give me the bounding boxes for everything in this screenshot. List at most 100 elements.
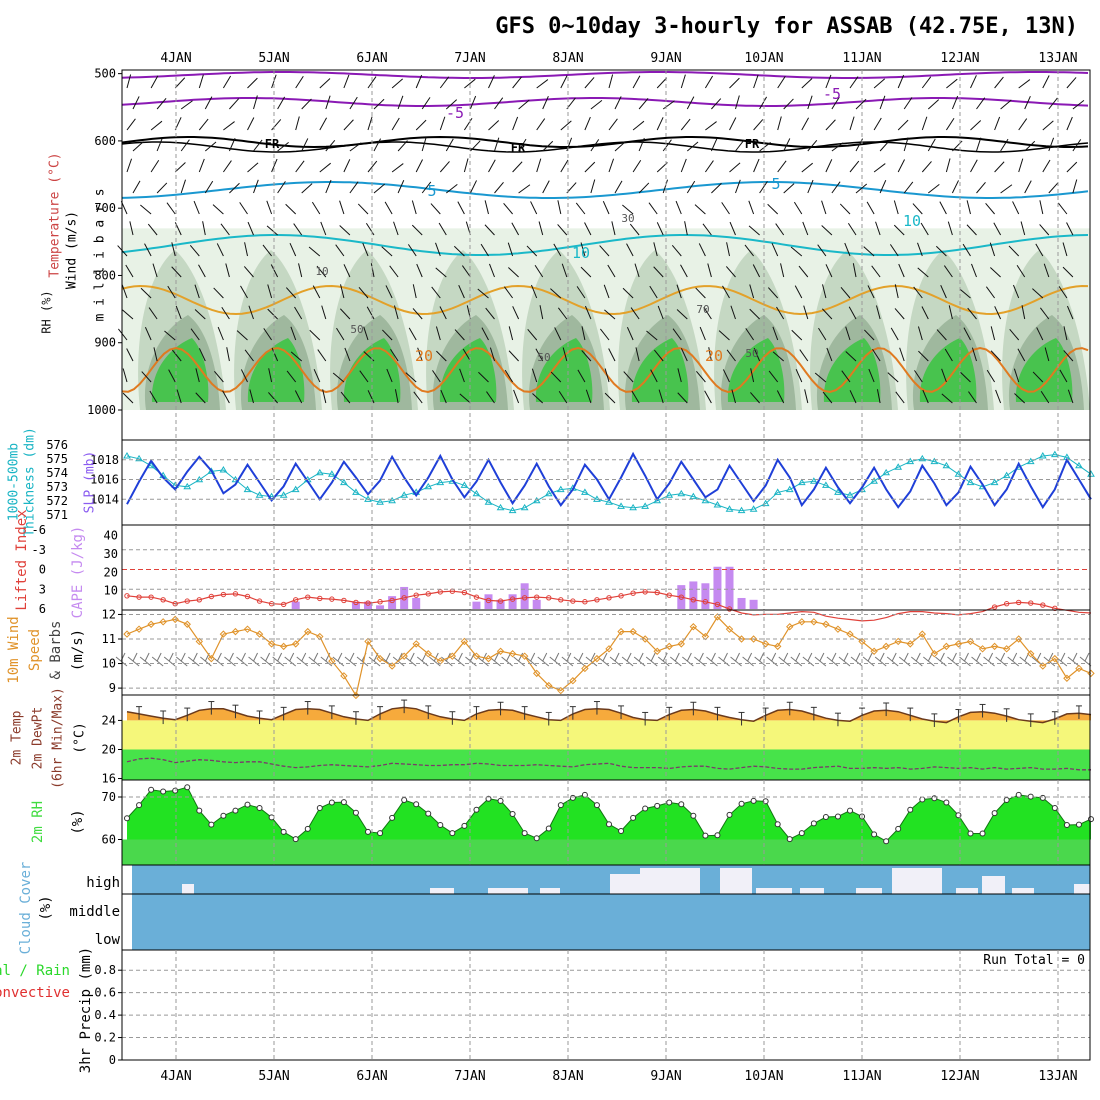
wind-barb bbox=[897, 119, 909, 131]
wind-barb bbox=[584, 77, 595, 89]
wind-barb bbox=[440, 389, 447, 404]
wind-barb bbox=[990, 267, 1001, 278]
wind-barb bbox=[212, 204, 224, 215]
wind-speed-point bbox=[737, 635, 746, 643]
wind-barb bbox=[413, 391, 423, 404]
wind-label-barbs: & Barbs bbox=[48, 620, 64, 679]
wind-barb-10m bbox=[441, 656, 453, 667]
wind-barb bbox=[849, 76, 859, 89]
isotherm-label: FR bbox=[265, 137, 280, 151]
wind-barb-10m-flag bbox=[903, 652, 909, 662]
rh-point bbox=[907, 806, 914, 813]
thickness-point bbox=[629, 503, 637, 511]
wind-barb-10m bbox=[814, 656, 827, 667]
wind-barb-10m-flag bbox=[409, 652, 415, 662]
wind-barb bbox=[960, 371, 971, 383]
wind-barb bbox=[531, 368, 538, 383]
wind-speed-point bbox=[629, 627, 637, 636]
wind-barb bbox=[301, 98, 312, 110]
wind-barb bbox=[831, 142, 844, 152]
precip-tick-label: 0.6 bbox=[94, 986, 116, 1000]
li-point bbox=[570, 598, 576, 604]
wind-barb bbox=[240, 369, 248, 383]
rh-point bbox=[437, 822, 444, 829]
li-point bbox=[1003, 601, 1010, 607]
rh-point bbox=[244, 801, 251, 808]
isotherm-10 bbox=[121, 234, 1089, 256]
li-point bbox=[124, 593, 130, 599]
wind-barb bbox=[222, 160, 232, 173]
wind-barb bbox=[126, 348, 134, 362]
wind-barb bbox=[405, 372, 417, 383]
wind-barb bbox=[1066, 116, 1073, 131]
wind-speed-point bbox=[725, 625, 734, 633]
wind-barb bbox=[270, 264, 279, 278]
isotherm-label: -5 bbox=[823, 85, 841, 103]
wind-barb bbox=[921, 116, 928, 131]
wind-barb bbox=[927, 99, 940, 110]
li-tick-label: 3 bbox=[39, 582, 46, 596]
wind-barb bbox=[126, 118, 136, 131]
wind-barb bbox=[825, 159, 833, 173]
wind-barb bbox=[604, 309, 616, 320]
wind-barb bbox=[244, 242, 248, 257]
thickness-point bbox=[207, 467, 216, 474]
wind-barb bbox=[604, 392, 616, 404]
wind-barb-10m-flag bbox=[614, 652, 620, 662]
wind-speed-point bbox=[400, 652, 408, 660]
wind-barb bbox=[873, 78, 885, 89]
wind-barb bbox=[1024, 96, 1031, 110]
wind-barb-10m-flag bbox=[337, 652, 343, 662]
wind-barb bbox=[558, 390, 568, 404]
wind-barb bbox=[695, 287, 706, 299]
wind-speed-point bbox=[448, 652, 457, 660]
wind-barb bbox=[941, 368, 947, 383]
date-label-top: 12JAN bbox=[940, 51, 979, 66]
wind-barb bbox=[494, 137, 500, 152]
wind-barb-10m-flag bbox=[192, 652, 198, 662]
wind-barb-10m bbox=[296, 656, 309, 667]
wind-barb-10m-flag bbox=[771, 652, 777, 662]
rh-point bbox=[184, 784, 191, 791]
li-point bbox=[160, 597, 166, 603]
wind-barb bbox=[431, 286, 441, 299]
wind-barb bbox=[503, 286, 514, 299]
wind-speed-point bbox=[810, 618, 818, 626]
wind-barb bbox=[646, 330, 658, 341]
wind-speed-point bbox=[665, 642, 673, 651]
wind-barb bbox=[411, 224, 423, 236]
wind-barb-10m bbox=[609, 656, 622, 667]
wind-speed-point bbox=[1014, 635, 1023, 643]
wind-barb bbox=[963, 327, 971, 341]
wind-barb bbox=[1017, 348, 1026, 362]
rh-point bbox=[810, 820, 817, 827]
wind-barb bbox=[367, 160, 378, 173]
wind-barb-10m bbox=[513, 656, 525, 667]
rh-contour-label: 70 bbox=[696, 303, 709, 316]
wind-barb bbox=[897, 159, 906, 173]
wind-barb-10m-flag bbox=[747, 652, 753, 662]
wind-barb-10m bbox=[224, 656, 236, 667]
wind-barb bbox=[768, 370, 779, 383]
wind-barb bbox=[750, 368, 755, 383]
wind-barb bbox=[614, 96, 622, 110]
wind-barb bbox=[603, 284, 610, 299]
wind-barb-10m-flag bbox=[638, 652, 644, 662]
wind-barb bbox=[503, 202, 513, 215]
wind-barb bbox=[339, 225, 351, 236]
wind-barb-10m-flag bbox=[879, 652, 885, 662]
wind-barb bbox=[1024, 180, 1032, 194]
wind-barb bbox=[1066, 161, 1078, 173]
wind-barb bbox=[638, 97, 649, 110]
thickness-point bbox=[749, 505, 758, 512]
wind-barb bbox=[845, 326, 851, 341]
date-label-top: 9JAN bbox=[650, 51, 681, 66]
thickness-point bbox=[846, 491, 854, 498]
li-point bbox=[317, 595, 323, 602]
wind-barb bbox=[462, 348, 471, 362]
wind-tick-label: 9 bbox=[109, 681, 116, 695]
wind-barb bbox=[463, 158, 469, 173]
thickness-point bbox=[942, 461, 951, 469]
upper-wind-barbs bbox=[117, 74, 1085, 404]
wind-barb bbox=[391, 78, 403, 89]
